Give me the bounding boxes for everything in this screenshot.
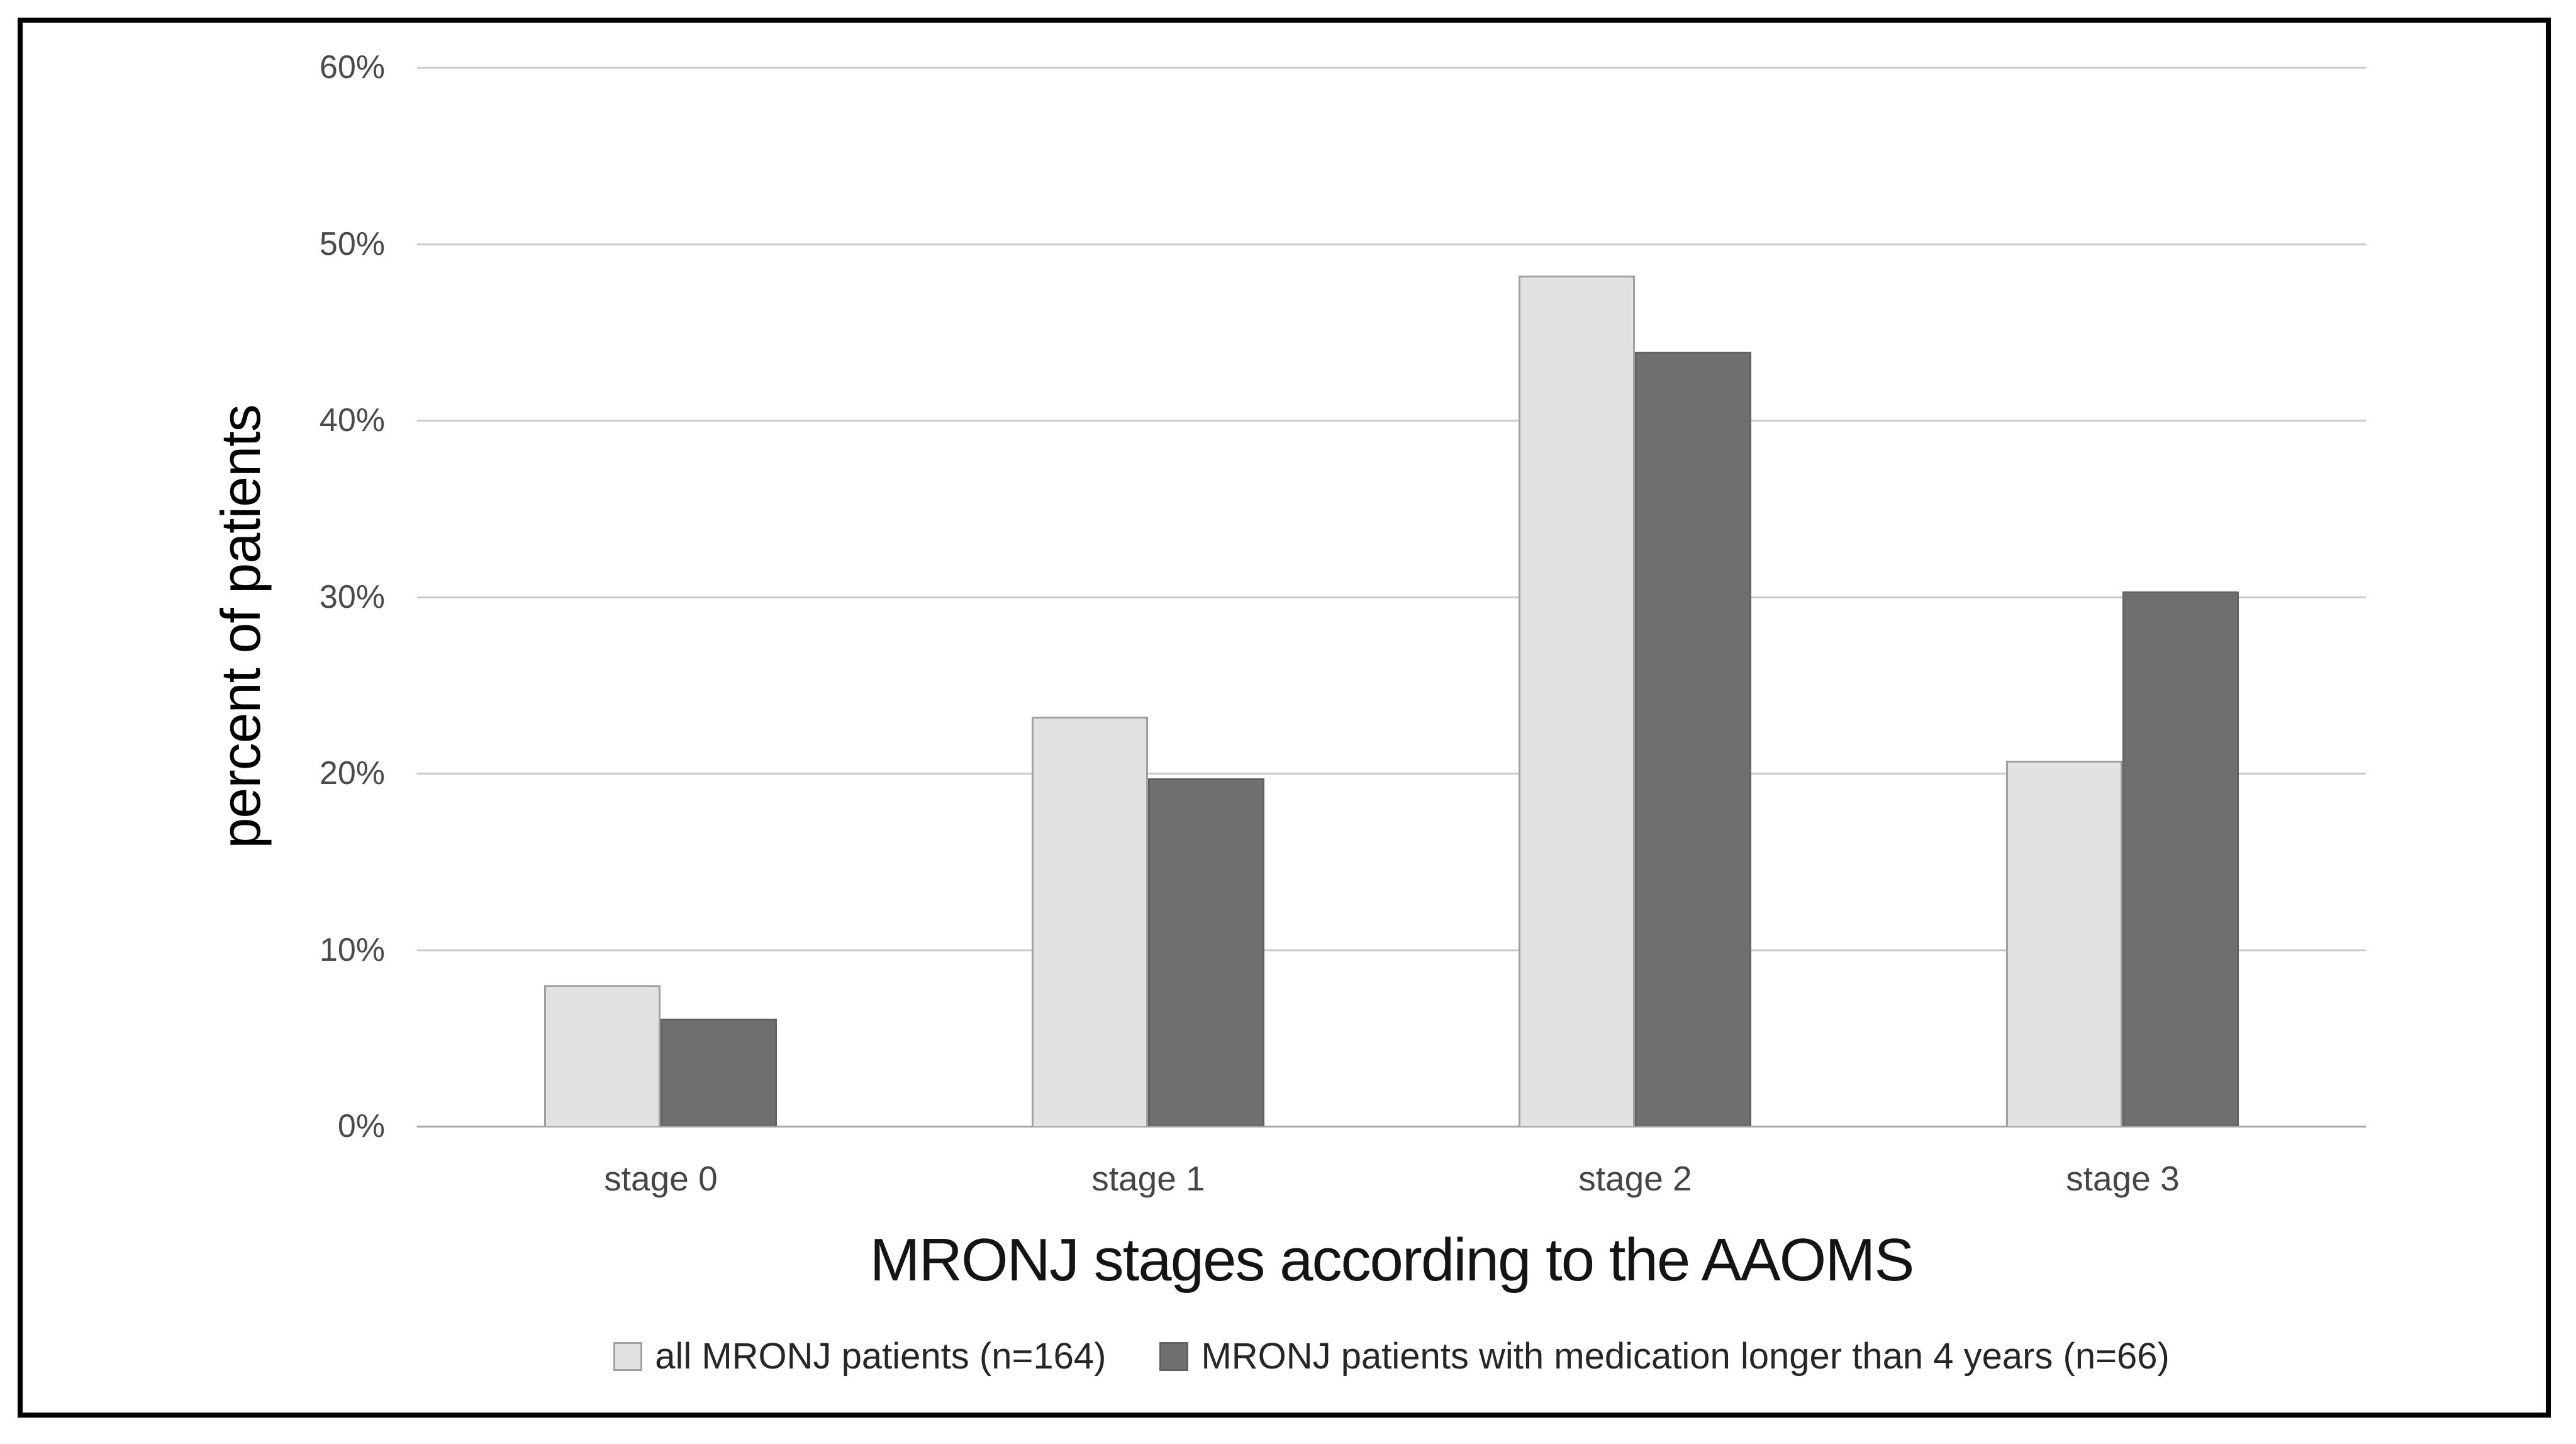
x-axis-line xyxy=(417,1126,2366,1128)
bar-stage-2-series-0 xyxy=(1519,276,1635,1126)
y-tick-label: 60% xyxy=(319,49,385,86)
bar-stage-0-series-0 xyxy=(544,985,661,1126)
bar-stage-3-series-0 xyxy=(2006,761,2122,1126)
x-category-label: stage 1 xyxy=(1091,1159,1205,1198)
y-tick-label: 30% xyxy=(319,579,385,615)
y-tick-label: 10% xyxy=(319,932,385,968)
gridline xyxy=(417,420,2366,422)
bar-stage-3-series-1 xyxy=(2122,591,2239,1126)
gridline xyxy=(417,949,2366,951)
x-category-label: stage 3 xyxy=(2066,1159,2180,1198)
gridline xyxy=(417,67,2366,69)
y-tick-label: 0% xyxy=(337,1108,385,1145)
y-axis-title: percent of patients xyxy=(209,405,272,849)
legend-item-long-medication: MRONJ patients with medication longer th… xyxy=(1159,1335,2170,1377)
legend-swatch-icon xyxy=(613,1341,643,1371)
x-axis-title: MRONJ stages according to the AAOMS xyxy=(869,1226,1915,1294)
y-tick-label: 40% xyxy=(319,402,385,439)
bar-stage-1-series-0 xyxy=(1032,717,1148,1126)
gridline xyxy=(417,596,2366,598)
bar-stage-0-series-1 xyxy=(661,1019,777,1126)
y-tick-label: 20% xyxy=(319,755,385,792)
gridline xyxy=(417,773,2366,775)
legend-label: MRONJ patients with medication longer th… xyxy=(1201,1336,2170,1377)
bar-stage-2-series-1 xyxy=(1635,352,1751,1126)
legend-item-all-patients: all MRONJ patients (n=164) xyxy=(613,1335,1106,1377)
x-category-label: stage 2 xyxy=(1578,1159,1692,1198)
y-tick-label: 50% xyxy=(319,226,385,262)
bar-stage-1-series-1 xyxy=(1148,778,1264,1126)
x-category-label: stage 0 xyxy=(604,1159,718,1198)
legend: all MRONJ patients (n=164) MRONJ patient… xyxy=(417,1335,2366,1377)
legend-label: all MRONJ patients (n=164) xyxy=(655,1336,1107,1377)
gridline xyxy=(417,243,2366,245)
legend-swatch-icon xyxy=(1159,1341,1189,1371)
